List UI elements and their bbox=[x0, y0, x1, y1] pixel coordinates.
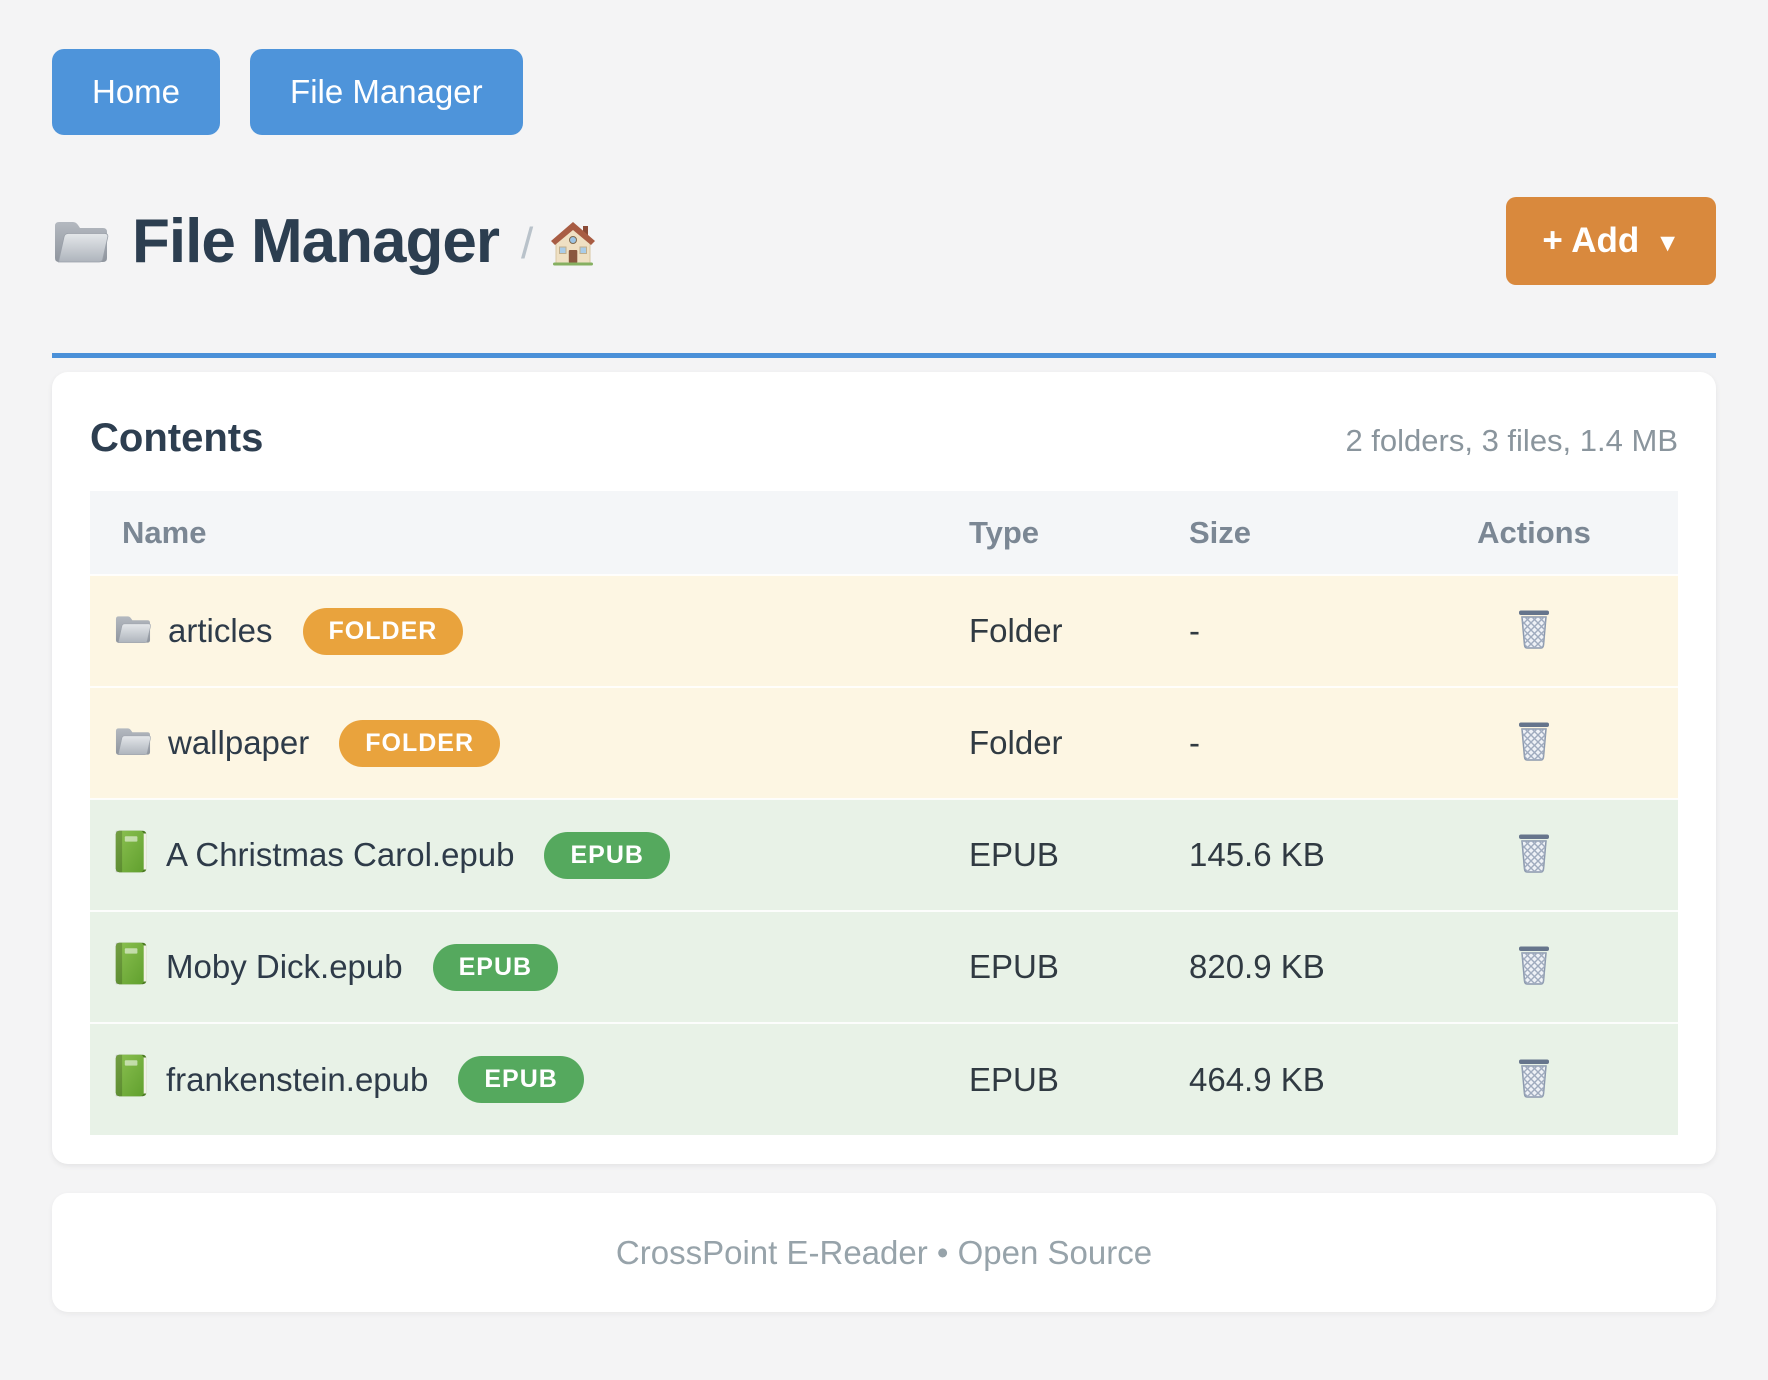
breadcrumb-separator: / bbox=[521, 219, 534, 268]
file-size-cell: - bbox=[1185, 687, 1390, 799]
green-book-icon bbox=[114, 829, 150, 882]
contents-card: Contents 2 folders, 3 files, 1.4 MB Name… bbox=[52, 372, 1716, 1164]
green-book-icon bbox=[114, 1053, 150, 1106]
delete-button[interactable] bbox=[1513, 829, 1555, 880]
file-type-badge: EPUB bbox=[432, 943, 559, 991]
trash-icon bbox=[1517, 834, 1551, 876]
trash-icon bbox=[1517, 610, 1551, 652]
chevron-down-icon: ▼ bbox=[1655, 228, 1680, 257]
delete-button[interactable] bbox=[1513, 717, 1555, 768]
delete-button[interactable] bbox=[1513, 1054, 1555, 1105]
top-nav: Home File Manager bbox=[52, 0, 1716, 135]
page-title: File Manager bbox=[132, 206, 500, 276]
contents-heading: Contents bbox=[90, 416, 264, 460]
folder-emoji-icon bbox=[52, 214, 110, 269]
file-size-cell: 464.9 KB bbox=[1185, 1023, 1390, 1135]
file-size-cell: 820.9 KB bbox=[1185, 911, 1390, 1023]
file-name[interactable]: wallpaper bbox=[168, 724, 310, 761]
file-type-badge: FOLDER bbox=[339, 719, 501, 767]
delete-button[interactable] bbox=[1513, 941, 1555, 992]
column-header-size: Size bbox=[1185, 491, 1390, 575]
file-type-cell: Folder bbox=[965, 575, 1185, 687]
table-row[interactable]: articles FOLDER Folder - bbox=[90, 575, 1678, 687]
table-header-row: Name Type Size Actions bbox=[90, 491, 1678, 575]
file-type-badge: FOLDER bbox=[302, 607, 464, 655]
add-button-label: + Add bbox=[1542, 221, 1640, 260]
footer: CrossPoint E-Reader • Open Source bbox=[52, 1193, 1716, 1312]
trash-icon bbox=[1517, 1059, 1551, 1101]
file-type-cell: Folder bbox=[965, 687, 1185, 799]
page-header: File Manager / + Add ▼ bbox=[52, 197, 1716, 285]
trash-icon bbox=[1517, 722, 1551, 764]
file-type-badge: EPUB bbox=[458, 1056, 584, 1103]
file-manager-button[interactable]: File Manager bbox=[250, 49, 523, 135]
table-row[interactable]: Moby Dick.epub EPUB EPUB 820.9 KB bbox=[90, 911, 1678, 1023]
file-size-cell: 145.6 KB bbox=[1185, 799, 1390, 911]
add-button[interactable]: + Add ▼ bbox=[1506, 197, 1716, 285]
home-button[interactable]: Home bbox=[52, 49, 221, 135]
column-header-name: Name bbox=[90, 491, 965, 575]
file-type-cell: EPUB bbox=[965, 1023, 1185, 1135]
title-group: File Manager / bbox=[52, 206, 597, 277]
file-name[interactable]: frankenstein.epub bbox=[166, 1060, 429, 1098]
file-size-cell: - bbox=[1185, 575, 1390, 687]
contents-header: Contents 2 folders, 3 files, 1.4 MB bbox=[90, 416, 1678, 461]
file-type-cell: EPUB bbox=[965, 799, 1185, 911]
delete-button[interactable] bbox=[1513, 605, 1555, 656]
folder-icon bbox=[114, 723, 152, 764]
file-type-badge: EPUB bbox=[544, 831, 670, 879]
contents-summary: 2 folders, 3 files, 1.4 MB bbox=[1345, 423, 1678, 458]
home-emoji-icon[interactable] bbox=[549, 220, 597, 271]
file-name[interactable]: A Christmas Carol.epub bbox=[166, 836, 515, 873]
header-divider bbox=[52, 353, 1716, 358]
file-name[interactable]: Moby Dick.epub bbox=[166, 948, 403, 985]
table-row[interactable]: wallpaper FOLDER Folder - bbox=[90, 687, 1678, 799]
column-header-actions: Actions bbox=[1390, 491, 1678, 575]
table-row[interactable]: A Christmas Carol.epub EPUB EPUB 145.6 K… bbox=[90, 799, 1678, 911]
trash-icon bbox=[1517, 946, 1551, 988]
table-row[interactable]: frankenstein.epub EPUB EPUB 464.9 KB bbox=[90, 1023, 1678, 1135]
green-book-icon bbox=[114, 941, 150, 994]
file-table: Name Type Size Actions bbox=[90, 491, 1678, 1135]
folder-icon bbox=[114, 611, 152, 652]
file-type-cell: EPUB bbox=[965, 911, 1185, 1023]
footer-text: CrossPoint E-Reader • Open Source bbox=[615, 1233, 1153, 1271]
column-header-type: Type bbox=[965, 491, 1185, 575]
file-name[interactable]: articles bbox=[168, 612, 273, 649]
